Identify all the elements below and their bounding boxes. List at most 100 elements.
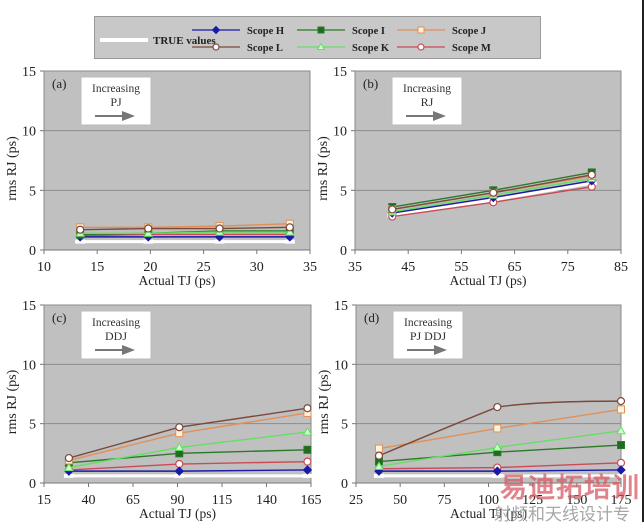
y-tick-label: 10	[22, 125, 36, 140]
data-point	[493, 424, 502, 433]
y-tick-label: 5	[29, 184, 36, 199]
watermark-line2: 射频和天线设计专家	[494, 505, 630, 522]
legend-label: Scope M	[452, 43, 491, 54]
chart-panel: 0 5 10 15 35 45 55 65 75 85 Actual TJ (ps) rms RJ (…	[316, 65, 628, 288]
x-tick-label: 25	[349, 493, 363, 508]
y-tick-label: 0	[29, 477, 36, 492]
legend-label: Scope L	[247, 43, 283, 54]
legend-item: Scope L	[192, 43, 283, 54]
x-tick-label: 65	[508, 260, 522, 275]
panel-label: (d)	[364, 310, 379, 325]
legend-marker-diamond-icon	[211, 25, 221, 35]
annotation-line2: PJ DDJ	[410, 329, 447, 343]
x-tick-label: 115	[212, 493, 232, 508]
y-tick-label: 10	[333, 125, 347, 140]
y-tick-label: 15	[22, 65, 36, 80]
data-point	[303, 457, 312, 466]
data-point	[374, 461, 384, 470]
arrow-right-icon	[433, 111, 446, 121]
y-tick-label: 5	[29, 418, 36, 433]
legend-marker-square-icon	[417, 26, 425, 34]
watermark-line1: 易迪拓培训	[500, 473, 640, 504]
data-point	[492, 442, 503, 451]
legend-label: Scope J	[452, 26, 486, 37]
chart-panel: 0 5 10 15 25 50 75 100 125 150 175 Actual TJ (ps) rm…	[317, 299, 632, 521]
data-point	[492, 466, 503, 476]
x-tick-label: 45	[401, 260, 415, 275]
annotation-line1: Increasing	[92, 83, 140, 95]
x-tick-label: 30	[250, 260, 264, 275]
data-point	[302, 426, 313, 436]
annotation-line1: Increasing	[404, 317, 452, 329]
legend-true-label: TRUE values	[153, 35, 216, 47]
x-tick-label: 90	[171, 493, 185, 508]
x-tick-label: 65	[126, 493, 140, 508]
x-axis-label: Actual TJ (ps)	[450, 273, 527, 288]
series-scope-l	[388, 170, 596, 214]
legend-item: Scope I	[297, 26, 385, 37]
x-tick-label: 15	[37, 493, 51, 508]
y-tick-label: 0	[29, 244, 36, 259]
data-point	[302, 465, 313, 475]
data-point	[284, 227, 295, 236]
series-line	[80, 231, 290, 234]
data-point	[143, 228, 154, 237]
legend-item: Scope J	[397, 26, 486, 37]
x-tick-label: 85	[614, 260, 628, 275]
data-point	[587, 170, 596, 179]
series-scope-k	[64, 426, 313, 472]
series-scope-l	[64, 404, 312, 463]
x-tick-label: 125	[522, 493, 543, 508]
y-axis-label: rms RJ (ps)	[5, 369, 20, 434]
data-point	[388, 205, 397, 214]
annotation-bg	[392, 310, 464, 360]
data-point	[175, 423, 184, 432]
series-scope-k	[75, 227, 295, 237]
data-point	[616, 465, 626, 475]
x-tick-label: 25	[197, 260, 211, 275]
data-point	[303, 445, 312, 454]
data-point	[616, 397, 626, 406]
x-axis-label: Actual TJ (ps)	[450, 506, 527, 521]
data-point	[374, 451, 384, 460]
y-tick-label: 5	[340, 184, 347, 199]
y-tick-label: 10	[22, 358, 36, 373]
panel-label: (a)	[52, 76, 66, 91]
y-tick-label: 15	[333, 65, 347, 80]
y-axis-label: rms RJ (ps)	[317, 369, 332, 434]
series-line	[80, 223, 290, 229]
data-point	[285, 223, 294, 232]
arrow-right-icon	[122, 345, 135, 355]
x-tick-label: 15	[90, 260, 104, 275]
data-point	[76, 225, 85, 234]
legend-label: Scope H	[247, 26, 284, 37]
data-point	[617, 405, 625, 414]
y-tick-label: 0	[341, 477, 348, 492]
legend-label: Scope K	[352, 43, 390, 54]
legend-box	[94, 16, 541, 59]
data-point	[493, 402, 502, 412]
x-tick-label: 10	[37, 260, 51, 275]
data-point	[64, 453, 74, 463]
data-point	[64, 462, 74, 472]
x-tick-label: 100	[478, 493, 499, 508]
x-axis-label: Actual TJ (ps)	[139, 273, 216, 288]
legend-item: Scope M	[397, 43, 491, 54]
data-point	[144, 224, 153, 233]
arrow-right-icon	[434, 345, 447, 355]
y-tick-label: 5	[341, 418, 348, 433]
y-tick-label: 15	[22, 299, 36, 314]
series-scope-k	[374, 425, 626, 470]
x-tick-label: 75	[437, 493, 451, 508]
series-scope-l	[76, 223, 294, 234]
legend-marker-circle-icon	[417, 43, 425, 51]
panel-label: (c)	[52, 310, 66, 325]
data-point	[374, 444, 383, 453]
x-tick-label: 35	[348, 260, 362, 275]
annotation-line2: RJ	[421, 95, 434, 109]
